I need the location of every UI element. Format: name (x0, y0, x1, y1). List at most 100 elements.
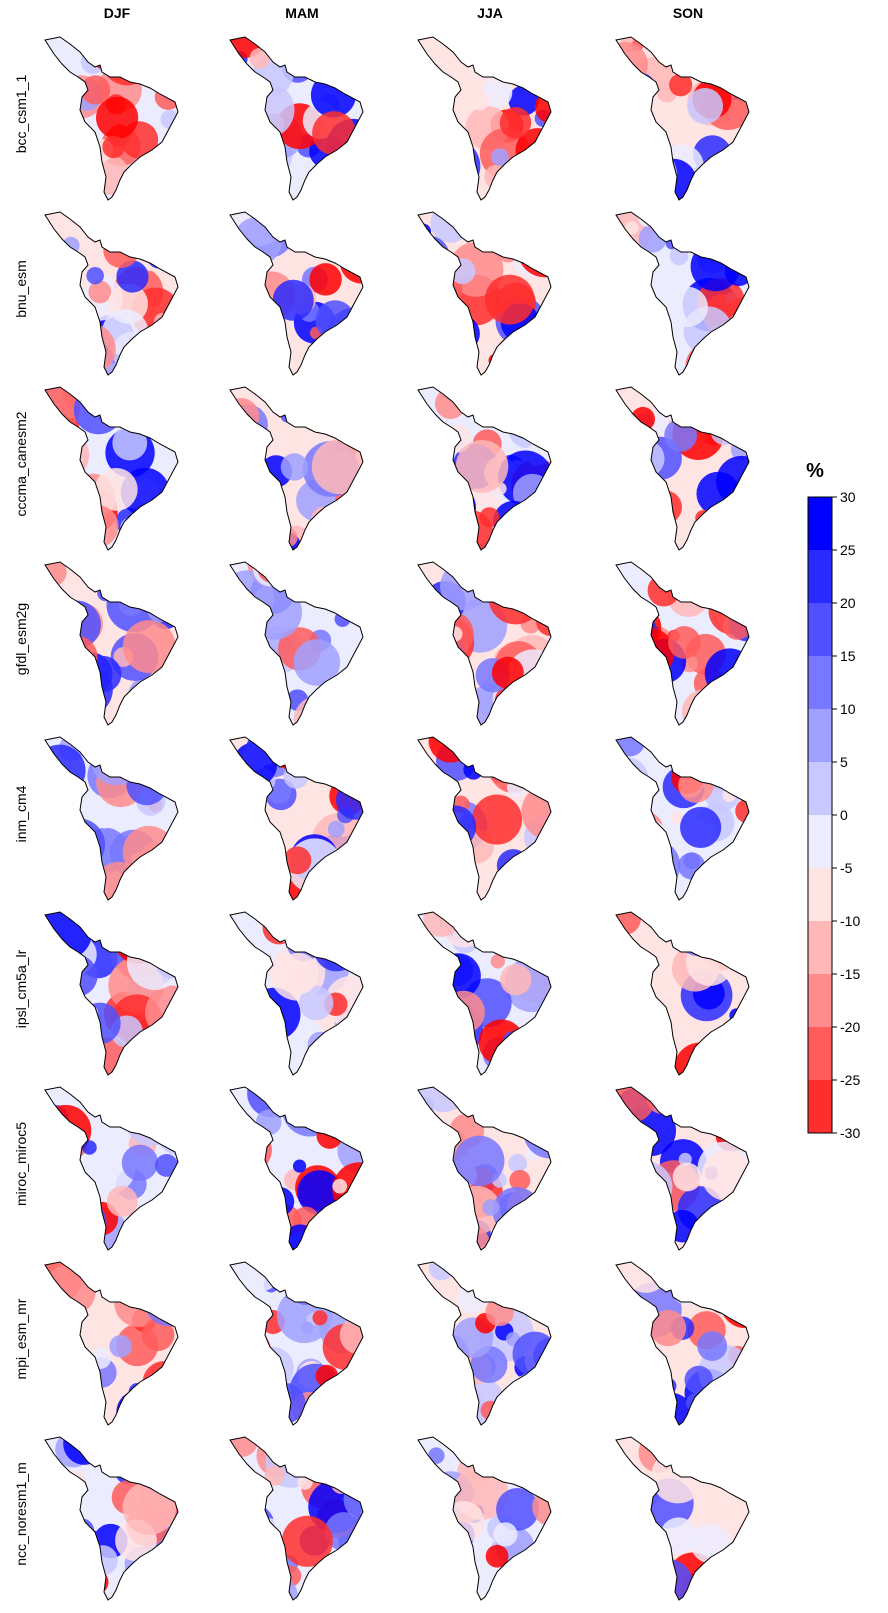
map-patch (344, 1265, 363, 1302)
legend-tick-label: 30 (840, 489, 856, 505)
map-patch (476, 216, 510, 250)
legend-tick-label: -5 (840, 860, 853, 876)
map-patch (45, 510, 75, 550)
map-patch (257, 562, 288, 583)
map-patch (418, 1022, 448, 1057)
map-panel (615, 36, 750, 201)
map-patch (633, 1523, 650, 1540)
map-patch (626, 1383, 663, 1420)
map-field (45, 1262, 178, 1425)
map-patch (660, 912, 690, 929)
map-panel (615, 736, 750, 901)
map-patch (230, 1172, 254, 1198)
map-patch (418, 839, 470, 892)
map-patch (740, 682, 749, 700)
map-panel (417, 1261, 552, 1426)
map-patch (126, 568, 144, 586)
map-patch (666, 1262, 692, 1278)
map-patch (50, 506, 96, 550)
map-patch (51, 1536, 105, 1590)
map-patch (429, 167, 472, 200)
map-patch (64, 1539, 97, 1573)
map-patch (616, 42, 648, 88)
map-patch (47, 1363, 103, 1419)
map-patch (698, 1087, 715, 1102)
map-patch (230, 1262, 263, 1296)
map-patch (152, 37, 177, 59)
map-patch (488, 570, 543, 625)
map-panel (44, 1086, 179, 1251)
legend-swatch (808, 1027, 832, 1080)
map-patch (626, 811, 664, 849)
map-patch (269, 912, 306, 943)
map-patch (427, 483, 477, 533)
map-patch (128, 1383, 146, 1400)
map-patch (737, 38, 749, 54)
row-label: inm_cm4 (13, 785, 29, 842)
map-patch (249, 47, 271, 69)
map-patch (524, 872, 551, 900)
map-patch (666, 1209, 699, 1243)
map-patch (507, 1395, 522, 1410)
map-patch (616, 337, 659, 375)
map-patch (343, 673, 362, 692)
map-patch (344, 497, 357, 510)
map-patch (479, 220, 501, 243)
map-patch (680, 806, 722, 849)
map-patch (506, 737, 533, 754)
map-patch (315, 1404, 351, 1425)
map-patch (628, 1359, 651, 1382)
map-patch (133, 674, 178, 725)
map-patch (649, 1233, 663, 1247)
map-patch (719, 1031, 749, 1075)
map-patch (137, 39, 173, 74)
legend-swatch (808, 1080, 832, 1133)
map-patch (126, 764, 168, 806)
map-patch (667, 574, 710, 618)
map-patch (152, 1197, 169, 1213)
map-patch (455, 440, 509, 493)
map-patch (248, 656, 281, 688)
map-patch (65, 271, 87, 293)
map-patch (636, 288, 654, 306)
map-patch (533, 37, 551, 47)
map-patch (673, 1042, 727, 1075)
map-patch (53, 320, 96, 363)
map-patch (727, 1262, 749, 1283)
map-patch (91, 912, 139, 937)
map-patch (648, 490, 682, 524)
map-panel (417, 1436, 552, 1601)
map-patch (418, 1495, 432, 1509)
map-patch (721, 595, 734, 608)
map-patch (325, 37, 363, 69)
map-field (45, 912, 178, 1075)
map-panel (44, 386, 179, 551)
map-patch (616, 875, 653, 900)
map-patch (645, 1391, 668, 1413)
map-patch (630, 406, 656, 432)
map-patch (57, 869, 90, 900)
map-patch (469, 90, 490, 111)
map-patch (629, 839, 681, 891)
map-patch (88, 280, 112, 304)
map-patch (517, 1369, 551, 1411)
legend-swatch (808, 921, 832, 974)
map-field (616, 737, 749, 900)
map-patch (427, 611, 474, 657)
map-patch (89, 1262, 110, 1276)
map-patch (75, 504, 119, 548)
map-patch (155, 1153, 178, 1177)
map-patch (723, 697, 739, 714)
map-patch (305, 387, 338, 414)
map-patch (247, 835, 274, 862)
map-patch (718, 1112, 742, 1136)
map-panel (417, 211, 552, 376)
map-field (418, 212, 551, 375)
map-patch (695, 1437, 732, 1458)
map-patch (82, 1005, 99, 1021)
map-patch (491, 148, 509, 166)
map-panel (615, 561, 750, 726)
map-patch (95, 810, 114, 829)
map-patch (244, 1178, 264, 1198)
